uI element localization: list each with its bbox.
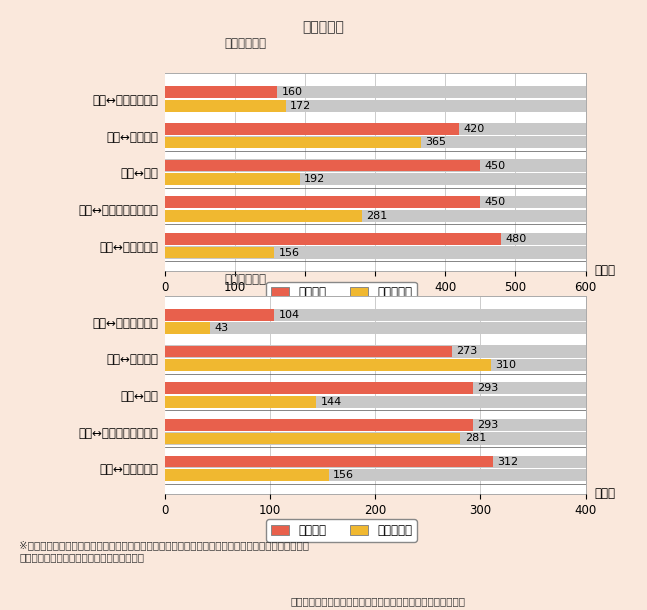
Bar: [165, 382, 586, 394]
Bar: [165, 196, 586, 208]
Bar: [165, 382, 473, 394]
Bar: [165, 99, 586, 112]
Bar: [165, 86, 277, 98]
Text: 365: 365: [425, 137, 446, 148]
Bar: [165, 309, 586, 321]
Bar: [165, 322, 586, 334]
Bar: [165, 469, 586, 481]
Text: 310: 310: [495, 360, 516, 370]
Bar: [165, 210, 362, 221]
Bar: [165, 346, 452, 357]
Bar: [165, 159, 586, 171]
Bar: [165, 432, 586, 445]
Bar: [165, 359, 491, 371]
Bar: [165, 396, 316, 407]
Bar: [165, 100, 285, 112]
Bar: [165, 432, 461, 444]
Bar: [165, 196, 480, 208]
Text: （円）: （円）: [594, 487, 615, 500]
Bar: [165, 246, 274, 259]
Bar: [165, 86, 586, 98]
Bar: [165, 123, 586, 135]
Bar: [165, 456, 493, 467]
Bar: [165, 359, 586, 371]
Bar: [165, 160, 480, 171]
Bar: [165, 323, 210, 334]
Text: 450: 450: [485, 197, 506, 207]
Text: 160: 160: [281, 87, 302, 97]
Text: 293: 293: [477, 420, 498, 430]
Text: （円）: （円）: [594, 264, 615, 277]
Bar: [165, 210, 586, 222]
Text: 281: 281: [465, 434, 486, 443]
Text: 104: 104: [278, 310, 300, 320]
Bar: [165, 137, 586, 148]
Text: ジュネーブ発は、割引適用のプランなし: ジュネーブ発は、割引適用のプランなし: [19, 552, 144, 562]
Text: 192: 192: [304, 174, 325, 184]
Text: （割引料金）: （割引料金）: [225, 273, 267, 286]
Text: 450: 450: [485, 160, 506, 171]
Bar: [165, 173, 300, 185]
Legend: 東京か苕, 各都市か苕: 東京か苕, 各都市か苕: [267, 282, 417, 304]
Text: （通常料金）: （通常料金）: [225, 37, 267, 51]
Bar: [165, 246, 586, 259]
Text: 281: 281: [366, 211, 388, 221]
Text: 312: 312: [497, 457, 518, 467]
Text: ※　料金の算出に当たっては、各都市において利用可能な各種割引料金を適用。デュッセルドルフ及び: ※ 料金の算出に当たっては、各都市において利用可能な各種割引料金を適用。デュッセ…: [19, 540, 309, 550]
Text: 156: 156: [333, 470, 354, 480]
Bar: [165, 345, 586, 357]
Bar: [165, 233, 586, 245]
Text: 480: 480: [506, 234, 527, 244]
Text: 43: 43: [214, 323, 228, 333]
Bar: [165, 419, 473, 431]
Bar: [165, 137, 421, 148]
Bar: [165, 309, 274, 321]
Text: 144: 144: [321, 396, 342, 407]
Bar: [165, 396, 586, 408]
Bar: [165, 456, 586, 468]
Text: 172: 172: [290, 101, 311, 110]
Text: 【住宅用】: 【住宅用】: [303, 21, 344, 34]
Text: 総務省「電気通信サービスに係る内外価格差調査」により作成: 総務省「電気通信サービスに係る内外価格差調査」により作成: [291, 597, 466, 606]
Text: 273: 273: [456, 346, 477, 356]
Text: 156: 156: [278, 248, 300, 257]
Bar: [165, 469, 329, 481]
Bar: [165, 123, 459, 135]
Text: 420: 420: [463, 124, 485, 134]
Bar: [165, 173, 586, 185]
Bar: [165, 419, 586, 431]
Text: 293: 293: [477, 383, 498, 393]
Bar: [165, 233, 501, 245]
Legend: 東京か苕, 各都市か苕: 東京か苕, 各都市か苕: [267, 519, 417, 542]
